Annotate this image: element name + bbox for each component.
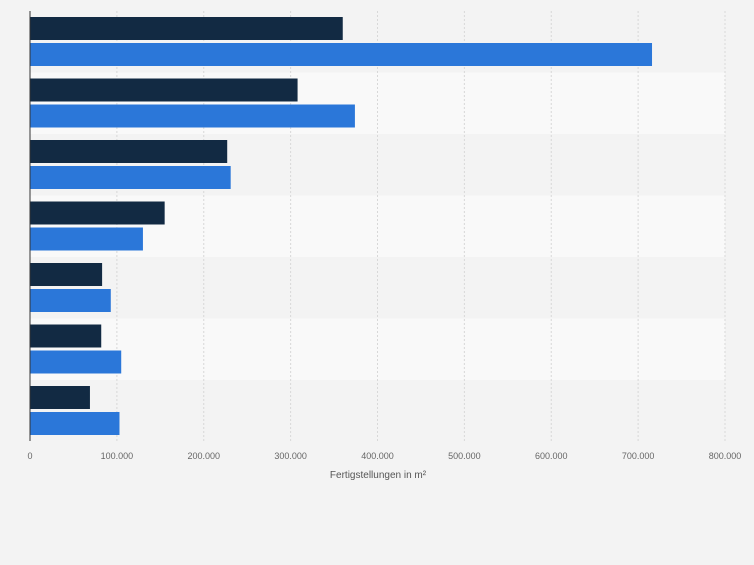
x-tick-label: 400.000 (361, 451, 394, 461)
bar-series-2 (30, 227, 143, 251)
bar-series-1 (30, 201, 165, 225)
bar-series-1 (30, 140, 228, 163)
x-tick-label: 600.000 (535, 451, 568, 461)
bar-series-2 (30, 412, 120, 435)
bar-series-2 (30, 350, 122, 374)
bar-series-1 (30, 324, 102, 348)
bar-series-2 (30, 166, 231, 189)
x-axis-title: Fertigstellungen in m² (330, 470, 427, 481)
x-tick-label: 700.000 (622, 451, 655, 461)
bar-series-2 (30, 104, 355, 128)
x-tick-label: 100.000 (101, 451, 134, 461)
bar-series-1 (30, 263, 103, 286)
x-tick-label: 500.000 (448, 451, 481, 461)
bar-series-2 (30, 289, 111, 312)
x-tick-labels: 0 100.000 200.000 300.000 400.000 500.000 600.… (27, 451, 741, 461)
bar-series-1 (30, 78, 298, 102)
bar-series-1 (30, 17, 343, 40)
x-tick-label: 300.000 (274, 451, 307, 461)
bars (30, 17, 653, 435)
x-tick-label: 0 (27, 451, 32, 461)
x-tick-label: 200.000 (187, 451, 220, 461)
bar-series-2 (30, 43, 653, 66)
bar-series-1 (30, 386, 90, 409)
x-tick-label: 800.000 (709, 451, 742, 461)
